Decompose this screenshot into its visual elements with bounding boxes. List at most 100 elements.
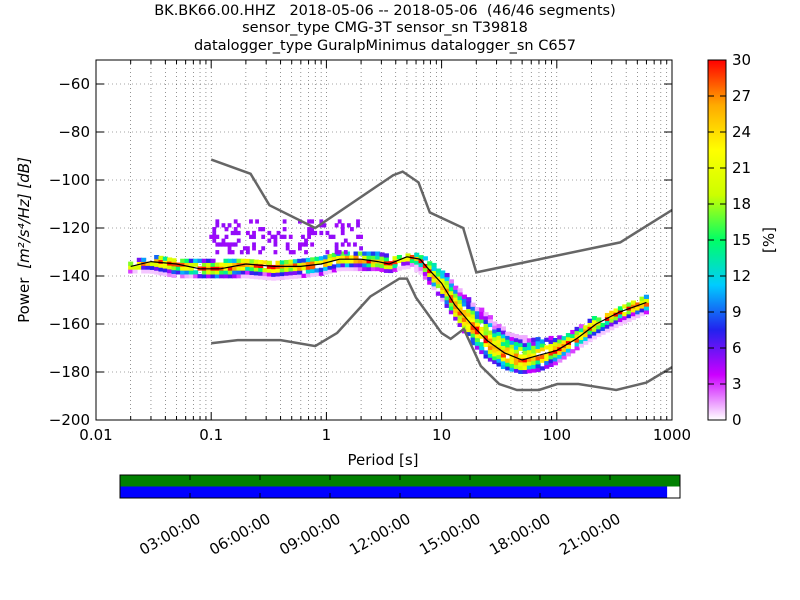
density-cell-sparse [215, 223, 220, 228]
density-cell [500, 330, 506, 335]
density-cell [288, 267, 294, 272]
density-cell [340, 263, 346, 268]
density-cell [323, 266, 329, 271]
density-cell [158, 263, 164, 268]
timeline-tick-label: 09:00:00 [276, 510, 343, 559]
density-cell-sparse [233, 230, 238, 236]
density-cell [284, 275, 290, 280]
density-cell [245, 274, 251, 279]
density-cell [292, 270, 298, 275]
density-cell [383, 268, 389, 273]
density-cell [271, 272, 277, 277]
density-cell [513, 357, 519, 362]
density-cell [578, 335, 584, 340]
density-cell [197, 274, 203, 279]
density-cell [275, 272, 281, 277]
density-cell [379, 267, 385, 273]
density-cell [492, 348, 498, 353]
density-cell [184, 258, 190, 263]
density-cell [453, 308, 459, 313]
density-cell [496, 362, 502, 367]
density-cell [635, 302, 641, 307]
density-cell [630, 312, 636, 317]
density-cell [349, 259, 355, 264]
density-cell-sparse [230, 250, 235, 255]
density-cell-sparse [273, 242, 278, 247]
density-cell [470, 310, 476, 315]
density-cell [366, 263, 372, 268]
density-cell [357, 266, 363, 272]
density-cell [236, 274, 242, 279]
density-cell [544, 345, 550, 350]
density-cell [470, 302, 476, 307]
density-cell [518, 338, 524, 344]
density-cell [609, 310, 615, 315]
density-cell-sparse [319, 219, 324, 224]
nhnm-line [210, 158, 672, 274]
density-cell [505, 343, 511, 348]
chart-title-line-1: BK.BK66.00.HHZ 2018-05-06 -- 2018-05-06 … [154, 3, 616, 19]
density-cell [643, 306, 649, 311]
density-cell [522, 354, 528, 359]
density-cell [609, 314, 615, 319]
density-cell [509, 355, 515, 361]
density-cell [483, 327, 489, 332]
density-cell [487, 322, 493, 328]
density-cell [232, 274, 238, 279]
density-cell [522, 342, 528, 348]
density-cell [492, 321, 498, 326]
density-cell [227, 266, 233, 271]
density-cell [496, 350, 502, 356]
x-tick-label: 0.1 [199, 426, 223, 444]
density-cell [565, 348, 571, 353]
density-cell-sparse [224, 227, 229, 232]
density-cell [531, 356, 537, 362]
density-cell [587, 318, 593, 323]
density-cell [171, 269, 177, 275]
density-cell [522, 338, 528, 344]
density-cell [496, 358, 502, 363]
density-cell [448, 283, 454, 288]
density-cell-sparse [221, 238, 226, 243]
y-tick-label: −60 [58, 75, 90, 93]
density-cell [513, 345, 519, 350]
density-cell [275, 268, 281, 273]
density-cell [318, 267, 324, 273]
density-cell [301, 258, 307, 263]
density-cell [466, 320, 472, 325]
density-cell [487, 338, 493, 343]
density-cell [448, 290, 454, 296]
density-cell-sparse [212, 238, 217, 243]
density-cell [539, 366, 545, 371]
density-cell [258, 263, 264, 269]
density-cell-sparse [215, 234, 220, 239]
density-cell-sparse [340, 223, 345, 228]
density-cell [227, 270, 233, 275]
density-cell [201, 270, 207, 275]
density-cell [461, 298, 467, 303]
density-cell [518, 358, 524, 363]
density-cell [565, 344, 571, 349]
density-cell [258, 275, 264, 280]
y-tick-label: −80 [58, 123, 90, 141]
density-cell-sparse [230, 230, 235, 236]
density-cell [474, 318, 480, 323]
density-cell [626, 313, 632, 319]
density-cell [210, 262, 216, 267]
density-cell [201, 262, 207, 267]
density-cell [544, 337, 550, 342]
density-cell [310, 261, 316, 266]
density-cell [513, 368, 519, 373]
density-cell [492, 332, 498, 338]
density-cell [193, 258, 199, 263]
data-coverage-timeline: 03:00:00 06:00:00 09:00:00 12:00:00 15:00:00… [119, 474, 681, 559]
density-cell [336, 267, 342, 272]
density-cell [396, 258, 402, 264]
density-cell [158, 267, 164, 272]
density-cell [574, 342, 580, 347]
density-cell [609, 318, 615, 323]
density-cell [362, 263, 368, 268]
density-cell [206, 262, 212, 267]
density-cell [505, 358, 511, 363]
density-cell-sparse [337, 219, 342, 224]
